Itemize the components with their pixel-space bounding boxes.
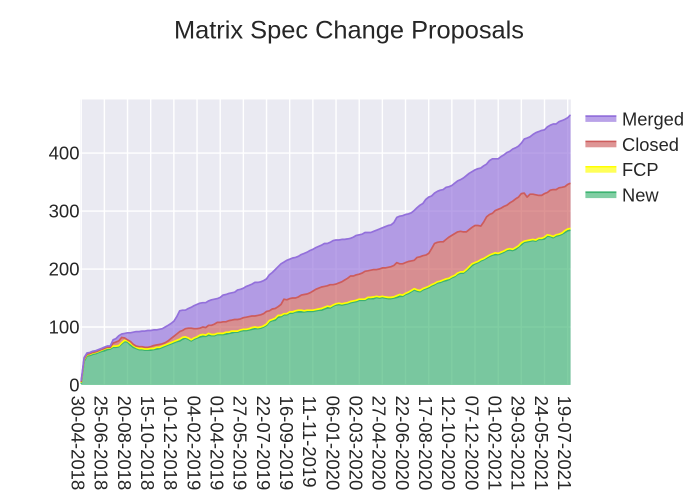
- svg-text:19-07-2021: 19-07-2021: [554, 396, 575, 491]
- svg-text:15-10-2018: 15-10-2018: [137, 396, 158, 491]
- svg-text:04-02-2019: 04-02-2019: [183, 396, 204, 491]
- svg-text:01-02-2021: 01-02-2021: [484, 396, 505, 491]
- svg-text:29-03-2021: 29-03-2021: [508, 396, 529, 491]
- svg-text:24-05-2021: 24-05-2021: [531, 396, 552, 491]
- svg-text:12-10-2020: 12-10-2020: [438, 396, 459, 491]
- svg-text:27-04-2020: 27-04-2020: [369, 396, 390, 491]
- svg-text:16-09-2019: 16-09-2019: [276, 396, 297, 491]
- svg-text:01-04-2019: 01-04-2019: [207, 396, 228, 491]
- svg-text:300: 300: [49, 200, 80, 221]
- svg-text:27-05-2019: 27-05-2019: [230, 396, 251, 491]
- svg-text:11-11-2019: 11-11-2019: [299, 396, 320, 488]
- svg-text:New: New: [622, 185, 659, 206]
- svg-text:100: 100: [49, 316, 80, 337]
- svg-text:30-04-2018: 30-04-2018: [68, 396, 89, 491]
- svg-text:22-07-2019: 22-07-2019: [253, 396, 274, 491]
- svg-text:10-12-2018: 10-12-2018: [160, 396, 181, 491]
- svg-text:0: 0: [69, 374, 79, 395]
- svg-text:06-01-2020: 06-01-2020: [322, 396, 343, 491]
- svg-text:FCP: FCP: [622, 159, 659, 180]
- svg-text:20-08-2018: 20-08-2018: [114, 396, 135, 491]
- svg-text:Closed: Closed: [622, 134, 679, 155]
- svg-text:22-06-2020: 22-06-2020: [392, 396, 413, 491]
- svg-text:Merged: Merged: [622, 108, 684, 129]
- svg-text:200: 200: [49, 258, 80, 279]
- svg-text:07-12-2020: 07-12-2020: [461, 396, 482, 491]
- svg-text:400: 400: [49, 142, 80, 163]
- svg-text:17-08-2020: 17-08-2020: [415, 396, 436, 491]
- svg-text:Matrix Spec Change Proposals: Matrix Spec Change Proposals: [174, 17, 524, 45]
- svg-text:02-03-2020: 02-03-2020: [345, 396, 366, 491]
- svg-text:25-06-2018: 25-06-2018: [91, 396, 112, 491]
